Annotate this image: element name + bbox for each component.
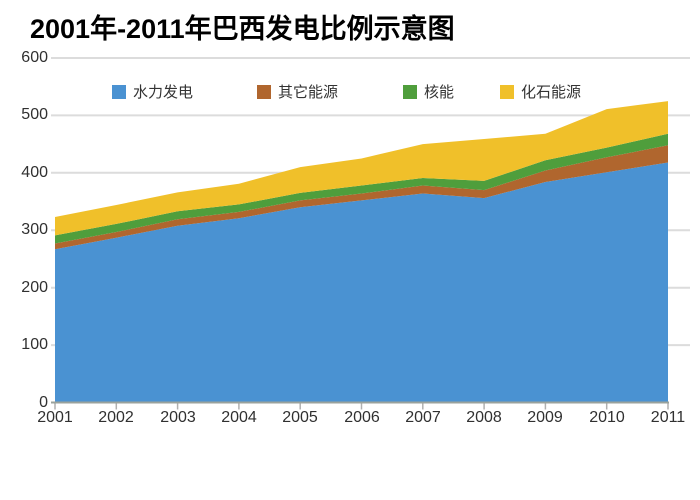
x-tick-label: 2009	[527, 409, 563, 426]
y-tick-label: 400	[21, 164, 48, 181]
legend-label-other: 其它能源	[278, 84, 339, 101]
area-nuclear	[55, 133, 668, 244]
page-title: 2001年-2011年巴西发电比例示意图	[30, 14, 455, 44]
legend-swatch-fossil-icon	[500, 84, 514, 99]
legend-label-fossil: 化石能源	[521, 84, 582, 101]
legend-item-other: 其它能源	[257, 81, 338, 102]
legend-swatch-other-icon	[257, 84, 271, 99]
x-tick-label: 2002	[98, 409, 134, 426]
area-fossil	[55, 101, 668, 236]
legend-swatch-nuclear-icon	[403, 84, 417, 99]
x-tick-label: 2005	[282, 409, 318, 426]
x-tick-label: 2004	[221, 409, 257, 426]
y-tick-label: 600	[21, 49, 48, 66]
x-tick-label: 2011	[650, 409, 686, 426]
x-tick-label: 2001	[37, 409, 73, 426]
y-tick-label: 500	[21, 106, 48, 123]
x-tick-label: 2008	[466, 409, 502, 426]
legend-item-hydro: 水力发电	[112, 81, 193, 102]
y-tick-label: 0	[39, 394, 48, 411]
legend-swatch-hydro-icon	[112, 84, 126, 99]
x-tick-label: 2010	[589, 409, 625, 426]
x-tick-label: 2007	[405, 409, 441, 426]
legend-item-nuclear: 核能	[403, 81, 454, 102]
y-tick-label: 300	[21, 221, 48, 238]
area-hydro	[55, 162, 668, 403]
legend-label-hydro: 水力发电	[133, 84, 194, 101]
x-tick-label: 2006	[344, 409, 380, 426]
legend-label-nuclear: 核能	[424, 84, 455, 101]
legend-item-fossil: 化石能源	[500, 81, 581, 102]
area-other	[55, 145, 668, 250]
x-tick-label: 2003	[160, 409, 196, 426]
y-tick-label: 100	[21, 336, 48, 353]
y-tick-label: 200	[21, 279, 48, 296]
